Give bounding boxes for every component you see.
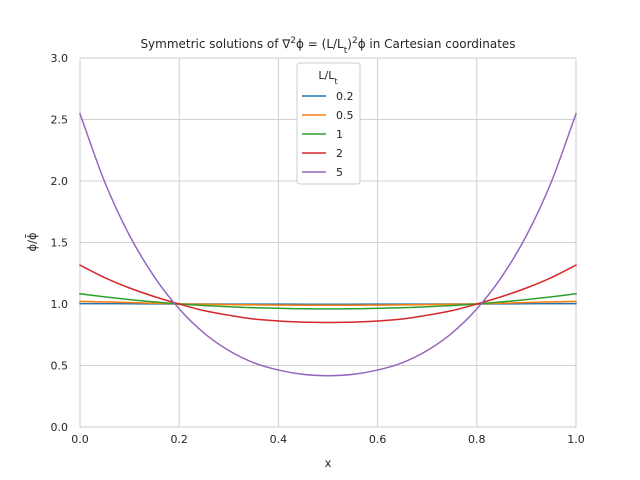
- series-line-0-5: [79, 300, 577, 306]
- x-tick-label: 0.2: [170, 433, 188, 446]
- x-tick-labels: 0.0 0.2 0.4 0.6 0.8 1.0: [71, 433, 585, 446]
- y-tick-label: 0.0: [51, 421, 69, 434]
- y-tick-label: 2.0: [51, 175, 69, 188]
- chart-title: Symmetric solutions of ∇2ϕ = (L/Lt)2ϕ in…: [140, 36, 515, 56]
- y-tick-labels: 0.0 0.5 1.0 1.5 2.0 2.5 3.0: [51, 52, 69, 434]
- y-axis-label: ϕ/ϕ̄: [25, 232, 39, 251]
- x-tick-label: 1.0: [567, 433, 585, 446]
- series-lines: [78, 112, 578, 377]
- x-tick-label: 0.6: [369, 433, 387, 446]
- series-line-2: [78, 264, 578, 324]
- x-axis-label: x: [325, 456, 332, 470]
- legend-label: 2: [336, 147, 343, 160]
- y-tick-label: 2.5: [51, 114, 69, 127]
- legend-items: 0.2 0.5 1 2 5: [302, 90, 354, 179]
- legend-label: 5: [336, 166, 343, 179]
- legend-label: 0.5: [336, 109, 354, 122]
- x-tick-label: 0.8: [468, 433, 486, 446]
- legend-label: 1: [336, 128, 343, 141]
- x-tick-label: 0.0: [71, 433, 89, 446]
- legend-label: 0.2: [336, 90, 354, 103]
- legend-title: L/Lt: [318, 69, 338, 86]
- series-line-5: [79, 112, 577, 377]
- y-tick-label: 1.0: [51, 298, 69, 311]
- y-tick-label: 1.5: [51, 237, 69, 250]
- y-tick-label: 0.5: [51, 360, 69, 373]
- plot-area-frame: [79, 57, 577, 428]
- x-tick-label: 0.4: [270, 433, 288, 446]
- series-line-1: [79, 292, 577, 310]
- y-tick-label: 3.0: [51, 52, 69, 65]
- legend: L/Lt 0.2 0.5 1 2 5: [296, 62, 361, 185]
